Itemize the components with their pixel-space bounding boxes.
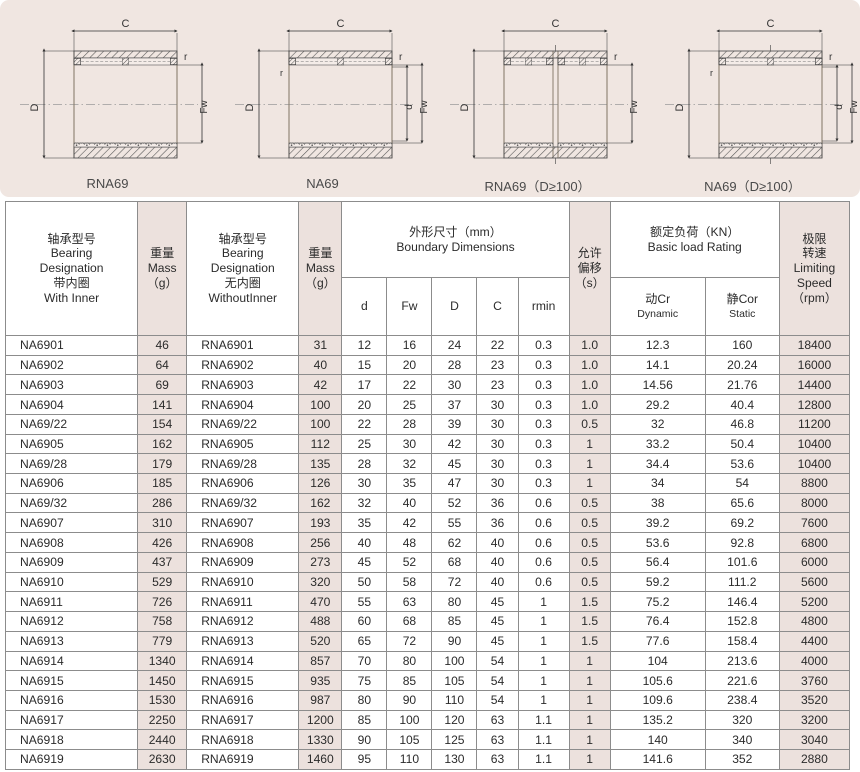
svg-text:d: d bbox=[404, 104, 415, 110]
svg-text:C: C bbox=[122, 18, 130, 30]
svg-text:Fw: Fw bbox=[849, 100, 860, 114]
svg-text:r: r bbox=[829, 52, 833, 63]
svg-text:D: D bbox=[674, 103, 686, 111]
svg-text:r: r bbox=[710, 68, 713, 78]
svg-text:Fw: Fw bbox=[199, 100, 210, 114]
svg-text:C: C bbox=[552, 18, 560, 30]
svg-text:r: r bbox=[614, 52, 618, 63]
svg-text:r: r bbox=[399, 52, 403, 63]
svg-text:d: d bbox=[834, 104, 845, 110]
svg-text:Fw: Fw bbox=[419, 100, 430, 114]
svg-text:D: D bbox=[244, 103, 256, 111]
svg-text:r: r bbox=[280, 68, 283, 78]
svg-text:r: r bbox=[184, 52, 188, 63]
svg-text:Fw: Fw bbox=[629, 100, 640, 114]
svg-text:C: C bbox=[337, 18, 345, 30]
svg-text:C: C bbox=[767, 18, 775, 30]
svg-text:D: D bbox=[29, 103, 41, 111]
svg-text:D: D bbox=[459, 103, 471, 111]
